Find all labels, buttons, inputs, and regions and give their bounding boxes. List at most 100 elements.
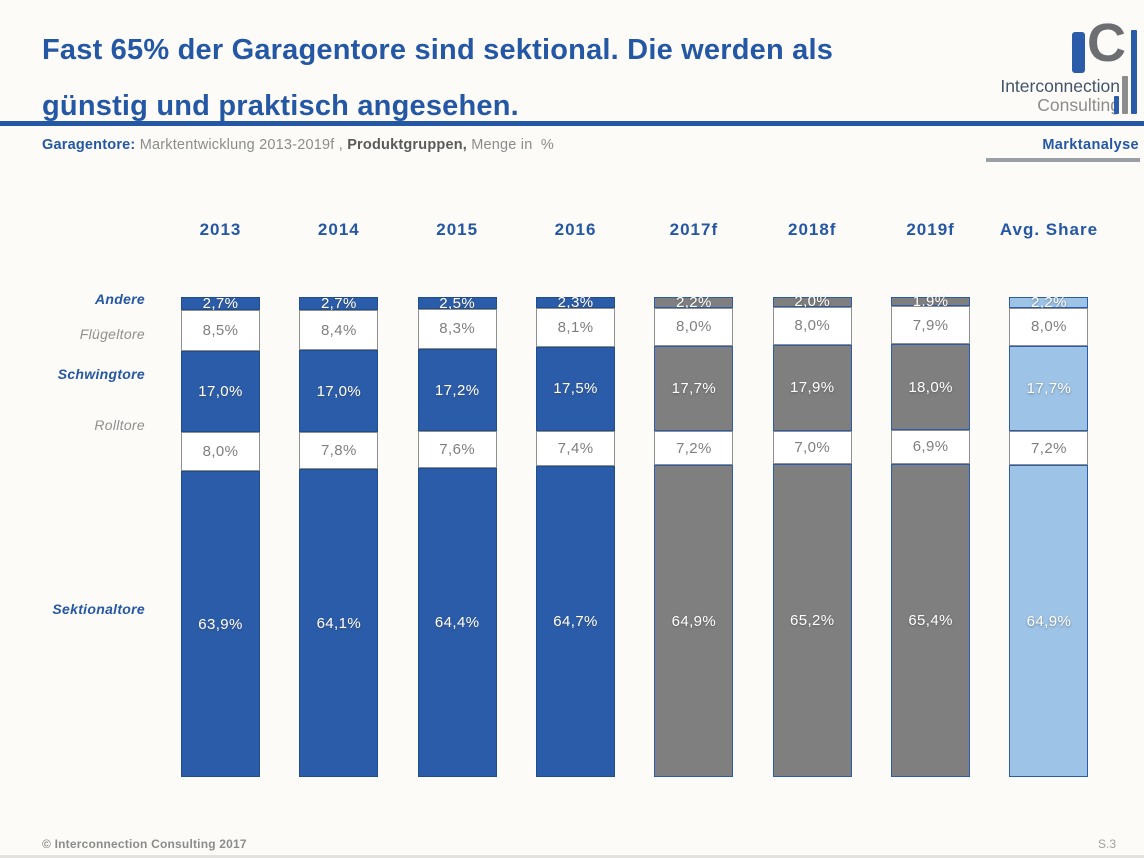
bar-segment: 8,0% <box>772 306 852 345</box>
header-divider <box>0 121 1144 126</box>
bar-segment: 2,7% <box>181 296 260 311</box>
bar-segment: 7,4% <box>536 430 616 467</box>
marktanalyse-underline <box>986 158 1140 162</box>
bar-segment: 2,5% <box>417 294 497 312</box>
segment-value-label: 8,0% <box>794 317 831 335</box>
bar-segment: 17,2% <box>417 348 497 432</box>
row-label: Sektionaltore <box>52 601 145 617</box>
bar-segment: 8,0% <box>181 432 260 471</box>
bar-segment: 8,0% <box>654 307 734 346</box>
chart-subtitle: Garagentore: Marktentwicklung 2013-2019f… <box>42 137 554 153</box>
segment-value-label: 8,0% <box>202 443 239 461</box>
segment-value-label: 1,9% <box>912 293 949 311</box>
bar-segment: 64,7% <box>536 466 616 777</box>
year-header: Avg. Share <box>999 220 1099 239</box>
segment-value-label: 63,9% <box>198 615 243 633</box>
segment-value-label: 8,0% <box>1031 318 1067 336</box>
bar-segment: 65,2% <box>772 464 852 778</box>
segment-value-label: 2,3% <box>557 294 594 312</box>
bar-column: 2,7% 8,5% 17,0% 8,0% 63,9% <box>181 296 260 778</box>
copyright-text: © Interconnection Consulting 2017 <box>42 837 247 851</box>
segment-value-label: 64,9% <box>671 612 717 630</box>
logo-c-letter: C <box>1087 13 1126 73</box>
bar-column: 2,5% 8,3% 17,2% 7,6% 64,4% <box>417 294 497 777</box>
year-header: 2019f <box>906 220 955 239</box>
title-line-2: günstig und praktisch angesehen. <box>42 90 519 122</box>
segment-value-label: 6,9% <box>912 438 949 456</box>
segment-value-label: 2,0% <box>794 293 831 311</box>
segment-value-label: 7,9% <box>912 316 949 334</box>
bar-segment: 17,5% <box>536 346 616 431</box>
bar-column: 2,2% 8,0% 17,7% 7,2% 64,9% <box>654 293 734 777</box>
bar-segment: 2,3% <box>536 294 616 312</box>
bar-segment: 8,4% <box>299 309 379 351</box>
segment-value-label: 17,0% <box>316 382 362 400</box>
segment-value-label: 65,4% <box>908 611 953 629</box>
bar-segment: 18,0% <box>891 344 971 431</box>
title-line-1: Fast 65% der Garagentore sind sektional.… <box>42 34 834 66</box>
logo-text-interconnection: Interconnection <box>1000 76 1120 96</box>
row-label: Schwingtore <box>57 366 145 382</box>
segment-value-label: 64,1% <box>316 614 362 632</box>
segment-value-label: 2,5% <box>439 294 476 312</box>
segment-value-label: 17,7% <box>671 379 717 397</box>
segment-value-label: 17,0% <box>198 383 243 401</box>
subtitle-part3: Menge in % <box>467 137 555 153</box>
marktanalyse-label: Marktanalyse <box>1042 137 1139 153</box>
page-title: Fast 65% der Garagentore sind sektional.… <box>42 22 1002 134</box>
subtitle-colon: : <box>130 137 140 153</box>
bar-column: 2,7% 8,4% 17,0% 7,8% 64,1% <box>299 294 379 777</box>
bar-column: 2,2% 8,0% 17,7% 7,2% 64,9% <box>1009 295 1089 777</box>
bar-segment: 2,7% <box>299 294 379 312</box>
row-label: Flügeltore <box>79 326 145 342</box>
segment-value-label: 17,5% <box>553 380 598 398</box>
bar-segment: 8,0% <box>1009 307 1089 346</box>
row-label: Andere <box>94 291 145 307</box>
bar-segment: 7,0% <box>772 430 852 465</box>
segment-value-label: 7,8% <box>320 442 357 460</box>
segment-value-label: 17,7% <box>1026 379 1072 397</box>
segment-value-label: 7,2% <box>675 439 712 457</box>
segment-value-label: 8,5% <box>202 321 239 339</box>
bar-segment: 17,9% <box>772 344 852 431</box>
year-header: 2013 <box>199 220 242 239</box>
year-header: 2016 <box>554 220 597 239</box>
bar-segment: 64,9% <box>654 465 734 777</box>
page-number: S.3 <box>1097 837 1116 851</box>
segment-value-label: 65,2% <box>789 612 835 630</box>
subtitle-part2: Produktgruppen, <box>347 137 467 153</box>
segment-value-label: 8,4% <box>320 321 357 339</box>
segment-value-label: 17,2% <box>434 381 480 399</box>
segment-value-label: 2,7% <box>320 294 357 312</box>
bar-segment: 63,9% <box>181 470 260 778</box>
bar-segment: 1,9% <box>891 293 971 311</box>
logo-bar-medium-icon <box>1122 76 1128 114</box>
bar-segment: 7,2% <box>1009 430 1089 466</box>
segment-value-label: 18,0% <box>908 378 953 396</box>
bar-segment: 8,5% <box>181 309 260 351</box>
bar-segment: 7,8% <box>299 431 379 470</box>
bar-column: 2,3% 8,1% 17,5% 7,4% 64,7% <box>536 294 616 777</box>
segment-value-label: 2,2% <box>675 293 712 311</box>
bar-column: 1,9% 7,9% 18,0% 6,9% 65,4% <box>891 293 971 778</box>
segment-value-label: 8,1% <box>557 318 594 336</box>
interconnection-logo: C Interconnection Consulting <box>990 13 1144 120</box>
bar-segment: 2,2% <box>654 293 734 311</box>
segment-value-label: 7,0% <box>794 439 831 457</box>
bar-segment: 8,3% <box>417 309 497 349</box>
bar-segment: 2,0% <box>772 293 852 311</box>
segment-value-label: 64,4% <box>434 613 480 631</box>
segment-value-label: 64,7% <box>553 613 598 631</box>
bar-segment: 2,2% <box>1009 295 1089 310</box>
subtitle-lead: Garagentore <box>42 137 131 153</box>
bar-segment: 64,1% <box>299 469 379 777</box>
bar-segment: 64,4% <box>417 467 497 777</box>
bar-segment: 7,9% <box>891 306 971 345</box>
year-header: 2014 <box>317 220 360 239</box>
bar-segment: 6,9% <box>891 430 971 464</box>
logo-i-bar <box>1072 32 1085 73</box>
bar-segment: 17,7% <box>654 345 734 431</box>
row-label: Rolltore <box>94 417 145 433</box>
bar-segment: 8,1% <box>536 308 616 347</box>
